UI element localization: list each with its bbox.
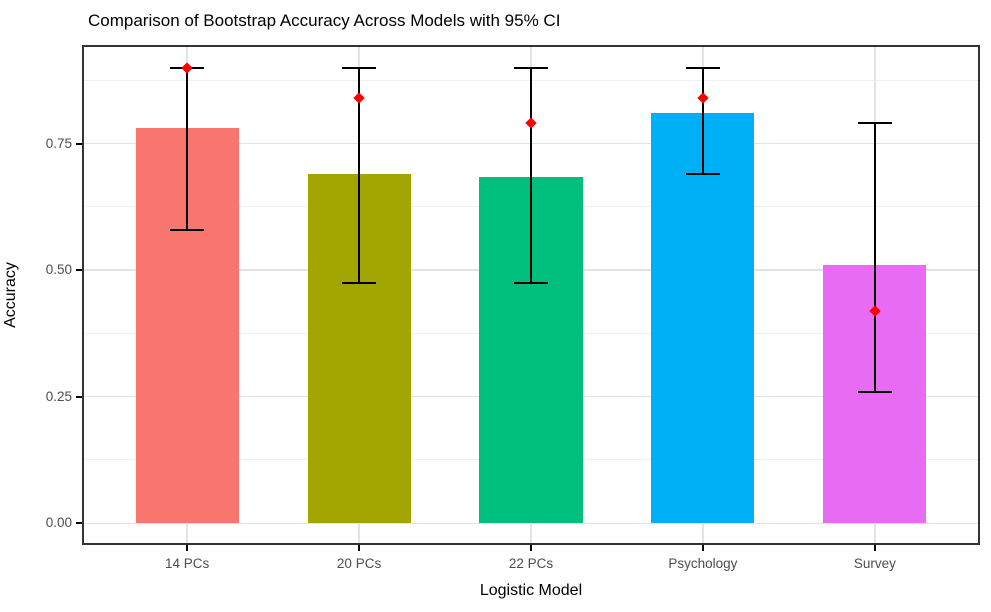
point-20-pcs	[353, 92, 365, 104]
errorbar-cap-lower-psychology	[685, 173, 721, 176]
y-tick-label: 0.25	[45, 388, 72, 404]
errorbar-20-pcs	[358, 67, 361, 283]
x-tick-label-22-pcs: 22 PCs	[508, 556, 554, 571]
y-tick	[76, 395, 82, 398]
y-tick	[76, 142, 82, 145]
x-tick	[530, 545, 532, 551]
y-tick	[76, 522, 82, 525]
point-psychology	[697, 92, 709, 104]
y-tick-label: 0.50	[45, 262, 72, 278]
x-tick-label-14-pcs: 14 PCs	[165, 556, 210, 571]
errorbar-cap-upper-psychology	[685, 66, 721, 69]
point-22-pcs	[525, 117, 537, 130]
errorbar-cap-upper-22-pcs	[513, 66, 549, 69]
errorbar-cap-lower-14-pcs	[169, 228, 205, 231]
errorbar-psychology	[701, 67, 704, 175]
errorbar-22-pcs	[530, 67, 532, 283]
errorbar-cap-lower-20-pcs	[341, 281, 377, 284]
x-tick	[701, 545, 704, 551]
y-tick-label: 0.00	[45, 515, 72, 531]
y-axis-title: Accuracy	[2, 262, 19, 328]
errorbar-cap-lower-survey	[857, 390, 893, 393]
bar-psychology	[651, 113, 755, 524]
x-tick-label-20-pcs: 20 PCs	[336, 556, 382, 571]
y-tick-label: 0.75	[45, 135, 72, 151]
errorbar-14-pcs	[186, 67, 189, 230]
x-tick	[186, 545, 189, 551]
errorbar-cap-lower-22-pcs	[513, 281, 549, 284]
x-tick	[358, 545, 361, 551]
x-tick-label-psychology: Psychology	[668, 556, 738, 571]
plot-panel	[82, 45, 980, 545]
x-tick	[873, 545, 876, 551]
chart-title: Comparison of Bootstrap Accuracy Across …	[88, 11, 561, 30]
x-tick-label-survey: Survey	[853, 556, 896, 571]
errorbar-survey	[873, 123, 876, 392]
errorbar-cap-upper-survey	[857, 122, 893, 125]
y-tick	[76, 269, 82, 272]
errorbar-cap-upper-20-pcs	[341, 66, 377, 69]
x-axis-title: Logistic Model	[479, 582, 583, 599]
point-14-pcs	[181, 62, 193, 74]
